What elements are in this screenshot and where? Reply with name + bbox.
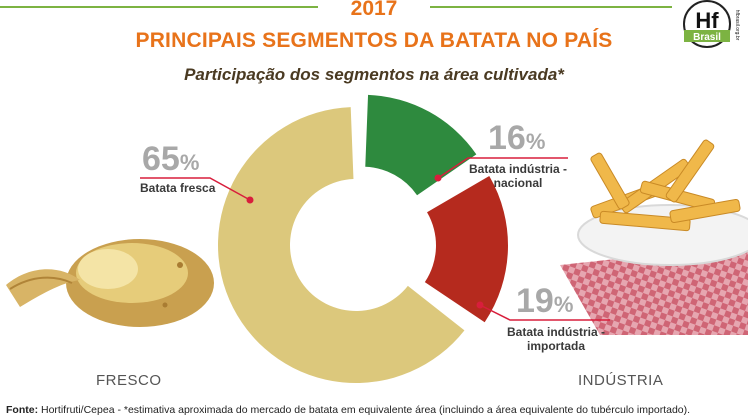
slice-label-fresca: Batata fresca (140, 181, 216, 195)
chart-title: PRINCIPAIS SEGMENTOS DA BATATA NO PAÍS (135, 29, 613, 52)
category-industria: INDÚSTRIA (578, 372, 664, 389)
pct-unit: % (179, 150, 200, 175)
logo-site: hfbrasil.org.br (734, 10, 740, 41)
leader-fresca-dot (246, 196, 254, 204)
slice-fresca (217, 107, 465, 384)
header-rule-right (430, 6, 672, 8)
leader-importada-dot (476, 301, 484, 309)
leader-nacional-dot (434, 174, 442, 182)
slice-label-nacional: Batata indústria - nacional (468, 162, 567, 190)
slice-label-importada: Batata indústria - importada (506, 325, 605, 353)
source-text: Hortifruti/Cepea - *estimativa aproximad… (41, 404, 691, 416)
leader-nacional (437, 157, 568, 179)
chart-year: 2017 (350, 0, 398, 20)
category-fresco: FRESCO (96, 372, 162, 389)
header-rule-left (0, 6, 318, 8)
source-note: Fonte: Hortifruti/Cepea - *estimativa ap… (6, 404, 690, 416)
fries-illustration (560, 139, 748, 335)
pct-label-nacional: 16% (488, 121, 545, 155)
pct-label-importada: 19% (516, 284, 573, 318)
chart-subtitle: Participação dos segmentos na área culti… (184, 65, 564, 84)
leader-importada (479, 304, 610, 321)
potato-illustration (6, 239, 214, 327)
pct-value: 16 (488, 119, 526, 157)
pct-value: 65 (142, 140, 180, 178)
pct-value: 19 (516, 282, 554, 320)
source-label: Fonte: (6, 404, 39, 416)
pct-unit: % (525, 129, 546, 154)
hfbrasil-logo: Hf Brasil hfbrasil.org.br (672, 0, 742, 50)
slice-industria-importada (424, 176, 508, 323)
pct-unit: % (553, 292, 574, 317)
logo-text: Hf (695, 8, 719, 33)
pct-label-fresca: 65% (142, 142, 199, 176)
logo-brand: Brasil (693, 32, 721, 43)
leader-fresca (140, 177, 251, 201)
